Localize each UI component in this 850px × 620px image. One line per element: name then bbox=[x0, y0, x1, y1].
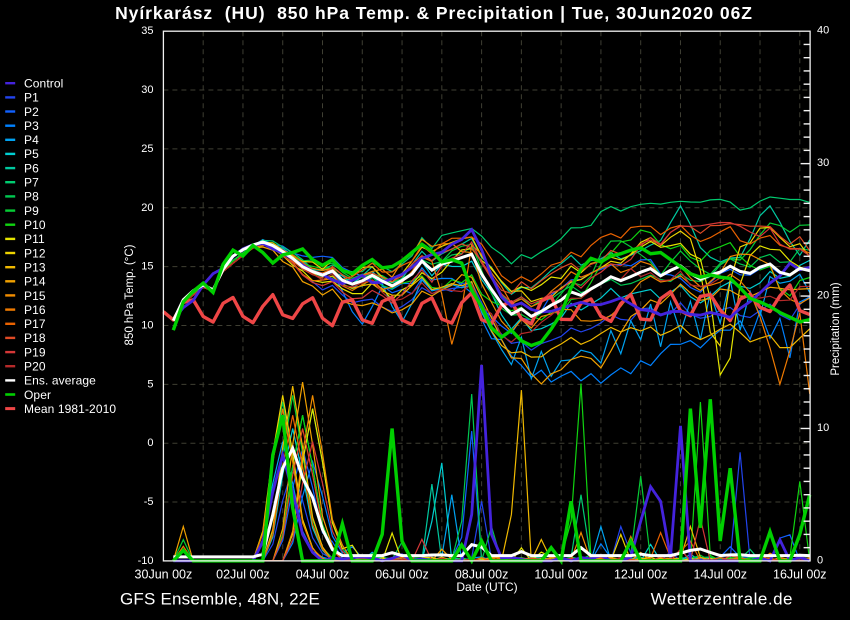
svg-text:P18: P18 bbox=[24, 331, 46, 345]
svg-text:35: 35 bbox=[141, 25, 153, 37]
svg-text:Precipitation (mm): Precipitation (mm) bbox=[830, 282, 842, 375]
svg-text:850 hPa Temp. (°C): 850 hPa Temp. (°C) bbox=[124, 244, 136, 345]
svg-text:P20: P20 bbox=[24, 360, 46, 374]
svg-text:P5: P5 bbox=[24, 147, 39, 161]
svg-text:16Jul 00z: 16Jul 00z bbox=[773, 568, 827, 582]
svg-text:P14: P14 bbox=[24, 275, 46, 289]
svg-text:Wetterzentrale.de: Wetterzentrale.de bbox=[651, 590, 793, 609]
svg-text:0: 0 bbox=[147, 437, 153, 449]
svg-text:08Jul 00z: 08Jul 00z bbox=[455, 568, 509, 582]
svg-text:P12: P12 bbox=[24, 246, 46, 260]
svg-text:Oper: Oper bbox=[24, 388, 51, 402]
svg-text:-10: -10 bbox=[138, 555, 154, 567]
svg-text:P16: P16 bbox=[24, 303, 46, 317]
svg-text:Ens. average: Ens. average bbox=[24, 374, 96, 388]
svg-text:-5: -5 bbox=[144, 496, 154, 508]
svg-text:30Jun 00z: 30Jun 00z bbox=[135, 568, 193, 582]
svg-text:30: 30 bbox=[817, 157, 829, 169]
svg-text:P19: P19 bbox=[24, 345, 46, 359]
svg-text:P11: P11 bbox=[24, 232, 45, 246]
svg-text:P9: P9 bbox=[24, 204, 39, 218]
svg-text:Date (UTC): Date (UTC) bbox=[456, 580, 517, 594]
svg-text:04Jul 00z: 04Jul 00z bbox=[296, 568, 350, 582]
svg-text:12Jul 00z: 12Jul 00z bbox=[614, 568, 668, 582]
svg-text:P6: P6 bbox=[24, 161, 39, 175]
svg-text:P15: P15 bbox=[24, 289, 46, 303]
svg-text:02Jul 00z: 02Jul 00z bbox=[216, 568, 270, 582]
svg-text:GFS Ensemble, 48N, 22E: GFS Ensemble, 48N, 22E bbox=[120, 590, 320, 609]
svg-text:Mean 1981-2010: Mean 1981-2010 bbox=[24, 402, 116, 416]
svg-text:Nyírkarász (HU) 850 hPa Temp: Nyírkarász (HU) 850 hPa Temp. & Precipit… bbox=[115, 3, 753, 23]
svg-text:10: 10 bbox=[141, 320, 153, 332]
svg-text:P1: P1 bbox=[24, 91, 39, 105]
svg-text:40: 40 bbox=[817, 25, 829, 37]
svg-text:P3: P3 bbox=[24, 119, 39, 133]
svg-text:20: 20 bbox=[141, 202, 153, 214]
svg-text:15: 15 bbox=[141, 261, 153, 273]
svg-text:P2: P2 bbox=[24, 105, 39, 119]
svg-text:10: 10 bbox=[817, 422, 829, 434]
svg-text:Control: Control bbox=[24, 77, 63, 91]
svg-text:06Jul 00z: 06Jul 00z bbox=[375, 568, 429, 582]
svg-text:P13: P13 bbox=[24, 261, 46, 275]
svg-text:30: 30 bbox=[141, 84, 153, 96]
svg-text:P10: P10 bbox=[24, 218, 46, 232]
svg-text:P7: P7 bbox=[24, 176, 39, 190]
svg-text:5: 5 bbox=[147, 378, 153, 390]
svg-text:25: 25 bbox=[141, 143, 153, 155]
svg-text:P4: P4 bbox=[24, 133, 39, 147]
svg-text:P8: P8 bbox=[24, 190, 39, 204]
svg-text:0: 0 bbox=[817, 554, 823, 566]
svg-text:20: 20 bbox=[817, 290, 829, 302]
svg-text:10Jul 00z: 10Jul 00z bbox=[534, 568, 588, 582]
svg-text:14Jul 00z: 14Jul 00z bbox=[693, 568, 747, 582]
svg-text:P17: P17 bbox=[24, 317, 46, 331]
